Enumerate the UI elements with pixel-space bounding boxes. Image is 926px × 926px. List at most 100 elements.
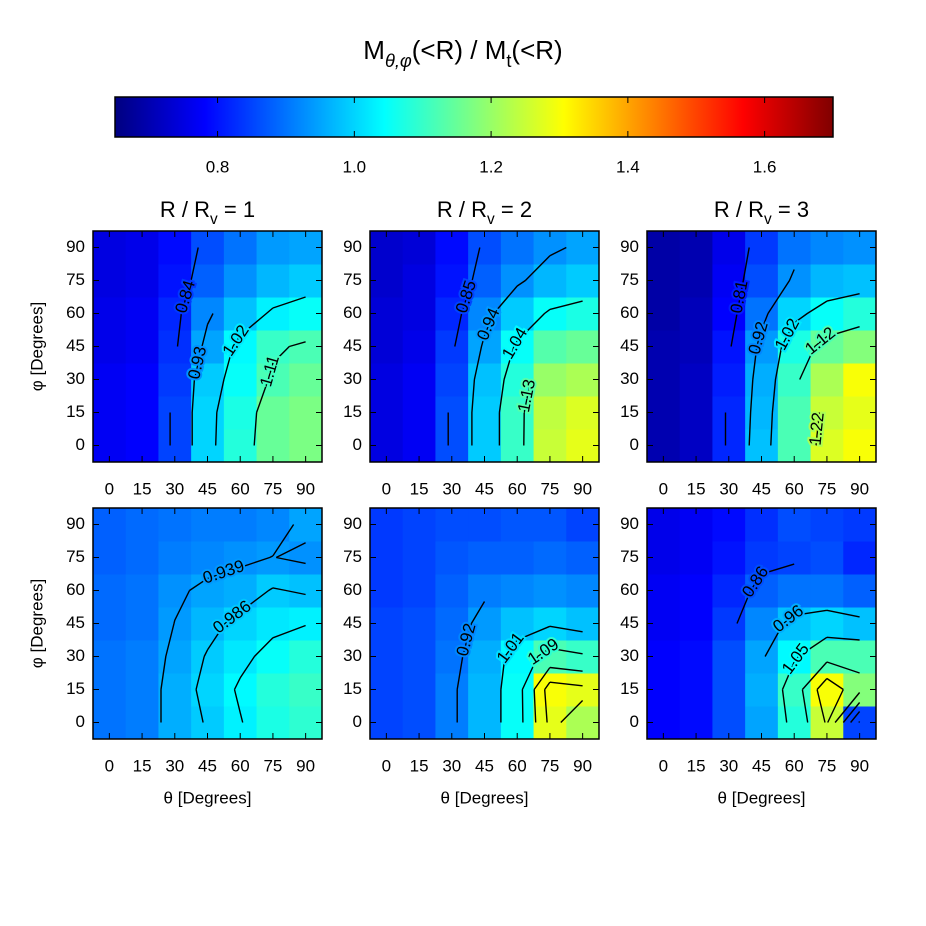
heatmap-cell bbox=[402, 330, 436, 364]
x-tick-label: 30 bbox=[442, 479, 461, 498]
heatmap-cell bbox=[500, 297, 535, 331]
heatmap-cell bbox=[223, 574, 258, 608]
heatmap-cell bbox=[158, 673, 192, 707]
heatmap-cell bbox=[745, 640, 779, 674]
heatmap-cell bbox=[191, 330, 225, 364]
y-tick-label: 90 bbox=[620, 514, 639, 533]
y-tick-label: 30 bbox=[343, 369, 362, 388]
heatmap-cell bbox=[223, 264, 258, 298]
x-tick-label: 60 bbox=[231, 479, 250, 498]
heatmap-cell bbox=[679, 640, 713, 674]
heatmap-cell bbox=[125, 264, 159, 298]
heatmap-cell bbox=[679, 396, 713, 430]
heatmap-cell bbox=[679, 574, 713, 608]
contour-line bbox=[169, 247, 199, 446]
x-axis-label: θ [Degrees] bbox=[164, 788, 252, 807]
heatmap-cell bbox=[468, 396, 502, 430]
heatmap-cell bbox=[500, 396, 535, 430]
heatmap-cell bbox=[435, 297, 469, 331]
heatmap-cell bbox=[256, 541, 290, 575]
heatmap-cell bbox=[191, 541, 225, 575]
x-tick-label: 90 bbox=[850, 479, 869, 498]
heatmap-cell bbox=[745, 297, 779, 331]
y-tick-label: 30 bbox=[66, 646, 85, 665]
heatmap-cell bbox=[810, 640, 844, 674]
panel: 0.860.961.050 15 30 45 60 75 900153045607590θ … bbox=[620, 507, 877, 807]
heatmap-cell bbox=[402, 396, 436, 430]
y-tick-label: 0 bbox=[353, 712, 362, 731]
x-tick-label: 75 bbox=[263, 479, 282, 498]
y-axis-label: φ [Degrees] bbox=[27, 579, 46, 668]
heatmap-cell bbox=[223, 396, 258, 430]
contour-line bbox=[195, 587, 306, 723]
heatmap-cell bbox=[500, 574, 535, 608]
heatmap-cell bbox=[679, 264, 713, 298]
contour-line bbox=[816, 677, 844, 723]
x-tick-label: 0 bbox=[659, 756, 668, 775]
heatmap-cell bbox=[777, 330, 812, 364]
y-tick-label: 75 bbox=[620, 270, 639, 289]
heatmap-cell bbox=[402, 574, 436, 608]
heatmap-cell bbox=[125, 396, 159, 430]
heatmap-cell bbox=[435, 363, 469, 397]
heatmap-cell bbox=[777, 541, 812, 575]
y-tick-label: 90 bbox=[620, 237, 639, 256]
contour-line bbox=[456, 601, 486, 723]
subscript: θ,φ bbox=[385, 51, 412, 71]
x-tick-label: 0 bbox=[382, 756, 391, 775]
x-tick-label: 75 bbox=[817, 756, 836, 775]
heatmap-cell bbox=[745, 673, 779, 707]
y-tick-label: 45 bbox=[620, 336, 639, 355]
contour-line bbox=[815, 412, 821, 446]
x-tick-label: 90 bbox=[850, 756, 869, 775]
text-part: = 3 bbox=[772, 197, 809, 222]
heatmap-cell bbox=[158, 330, 192, 364]
heatmap-cell bbox=[500, 264, 535, 298]
contour-line bbox=[748, 269, 795, 446]
y-tick-label: 90 bbox=[66, 237, 85, 256]
heatmap-cell bbox=[402, 363, 436, 397]
heatmap-cell bbox=[435, 607, 469, 641]
x-tick-label: 60 bbox=[508, 479, 527, 498]
heatmap-cell bbox=[125, 330, 159, 364]
panel: 0.810.92 1.021.121.220 15 30 45 60 75 900153045… bbox=[620, 197, 877, 498]
heatmap-cell bbox=[500, 541, 535, 575]
heatmap-cell bbox=[468, 541, 502, 575]
x-axis-label: θ [Degrees] bbox=[718, 788, 806, 807]
heatmap-cell bbox=[777, 574, 812, 608]
y-tick-label: 30 bbox=[620, 646, 639, 665]
heatmap-cell bbox=[191, 264, 225, 298]
y-tick-label: 75 bbox=[66, 547, 85, 566]
heatmap-cell bbox=[533, 363, 567, 397]
x-axis-label: θ [Degrees] bbox=[441, 788, 529, 807]
heatmap-cell bbox=[777, 396, 812, 430]
y-tick-label: 90 bbox=[343, 237, 362, 256]
contour-line bbox=[521, 647, 583, 723]
y-axis-label: φ [Degrees] bbox=[27, 302, 46, 391]
contour-line bbox=[764, 609, 861, 723]
heatmap-cell bbox=[158, 607, 192, 641]
panel-title: R / Rv = 1 bbox=[160, 197, 255, 228]
heatmap-cell bbox=[435, 673, 469, 707]
contour-line bbox=[801, 661, 861, 723]
heatmap-cell bbox=[435, 264, 469, 298]
heatmap-cell bbox=[223, 363, 258, 397]
colorbar-tick-label: 1.6 bbox=[753, 157, 777, 176]
heatmap-cell bbox=[712, 330, 746, 364]
heatmap-cell bbox=[500, 673, 535, 707]
heatmap-cell bbox=[468, 264, 502, 298]
heatmap-cell bbox=[777, 264, 812, 298]
panel: 0.840.931.021.110 15 30 45 60 75 9001530456075… bbox=[27, 197, 323, 498]
colorbar bbox=[114, 96, 834, 138]
y-tick-label: 45 bbox=[620, 613, 639, 632]
heatmap-cell bbox=[223, 297, 258, 331]
text-part: = 2 bbox=[495, 197, 532, 222]
colorbar-tick-label: 1.4 bbox=[616, 157, 640, 176]
heatmap-cell bbox=[533, 297, 567, 331]
x-tick-label: 90 bbox=[573, 756, 592, 775]
x-tick-label: 15 bbox=[687, 756, 706, 775]
panel: 0.92 1.011.090 15 30 45 60 75 900153045607590θ … bbox=[343, 507, 600, 807]
y-tick-label: 15 bbox=[66, 402, 85, 421]
